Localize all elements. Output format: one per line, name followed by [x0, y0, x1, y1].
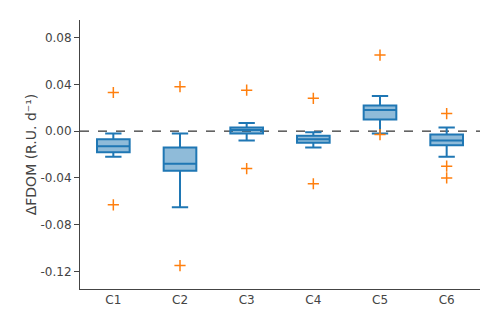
svg-text:-0.08: -0.08	[41, 218, 72, 232]
svg-text:C3: C3	[239, 293, 255, 307]
svg-text:C1: C1	[105, 293, 121, 307]
svg-text:-0.04: -0.04	[41, 171, 72, 185]
svg-text:0.04: 0.04	[45, 78, 72, 92]
svg-text:-0.12: -0.12	[41, 265, 72, 279]
svg-text:C2: C2	[172, 293, 188, 307]
svg-text:0.00: 0.00	[45, 124, 72, 138]
svg-text:C5: C5	[372, 293, 388, 307]
svg-text:ΔFDOM (R.U. d⁻¹): ΔFDOM (R.U. d⁻¹)	[23, 94, 39, 216]
svg-text:C4: C4	[305, 293, 321, 307]
svg-text:C6: C6	[439, 293, 455, 307]
svg-text:0.08: 0.08	[45, 31, 72, 45]
